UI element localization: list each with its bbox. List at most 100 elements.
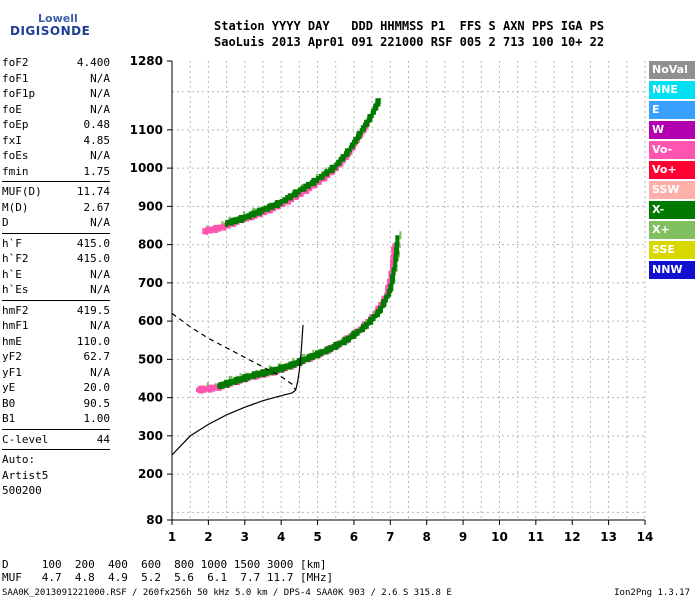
x-tick-label: 5: [313, 530, 321, 544]
profile-curves: [171, 312, 304, 456]
trace-point: [327, 345, 333, 353]
y-tick-label: 700: [138, 276, 163, 290]
param-name: foEp: [2, 118, 29, 131]
trace-point: [392, 243, 396, 251]
param-row: D N/A: [2, 215, 110, 231]
trace-point: [296, 358, 302, 367]
trace-point: [280, 199, 286, 207]
trace-point: [314, 178, 318, 184]
trace-point: [305, 181, 311, 189]
trace-point: [206, 382, 209, 390]
param-row: hmE 110.0: [2, 334, 110, 350]
param-name: yE: [2, 381, 16, 394]
legend-item: W: [649, 121, 695, 139]
trace-point: [389, 274, 395, 283]
trace-point: [241, 215, 245, 221]
trace-point: [351, 330, 357, 339]
param-name: foF1: [2, 71, 29, 85]
artist-label: Artist5: [2, 468, 49, 482]
divider: [2, 232, 110, 234]
trace-point: [198, 385, 204, 394]
param-row: h`E N/A: [2, 267, 110, 283]
trace-point: [332, 165, 336, 171]
param-value: 1.75: [83, 164, 111, 178]
param-row: foEp 0.48: [2, 117, 110, 133]
trace-point: [329, 164, 335, 173]
param-value: 62.7: [83, 350, 111, 363]
y-tick-label: 500: [138, 352, 163, 366]
param-row: MUF(D) 11.74: [2, 184, 110, 200]
trace-point: [224, 379, 230, 388]
chart-axes: 1 2 3 4 5 6 7 8 9 10 11 12 13 14802003004005006007008…: [130, 54, 654, 544]
trace-point: [209, 385, 215, 391]
param-value: N/A: [90, 149, 110, 162]
y-tick-label: 1280: [130, 54, 163, 68]
echo-traces: [195, 97, 402, 394]
electron-density-profile: [171, 324, 304, 456]
trace-point: [213, 224, 219, 233]
parameter-panel: foF2 4.400 foF1 N/A foF1p N/A foE N/A foEp 0.48 fx…: [2, 55, 110, 499]
param-value: 0.48: [83, 118, 111, 131]
legend-item: E: [649, 101, 695, 119]
param-name: h`F2: [2, 252, 29, 265]
x-tick-label: 10: [491, 530, 508, 544]
trace-point: [386, 280, 391, 288]
trace-point: [391, 267, 397, 272]
y-tick-label: 900: [138, 199, 163, 213]
trace-point: [245, 213, 251, 220]
trace-point: [345, 335, 351, 343]
param-row: foF1 N/A: [2, 71, 110, 87]
polarization-legend: NoVal NNE E W Vo- Vo+ SSW X- X+ SSE NNW: [649, 61, 695, 281]
legend-item: NoVal: [649, 61, 695, 79]
trace-point: [300, 185, 306, 192]
auto-label: Auto:: [2, 453, 36, 466]
param-row: foF2 4.400: [2, 55, 110, 71]
trace-point: [338, 341, 344, 346]
x-tick-label: 14: [637, 530, 654, 544]
trace-point: [277, 200, 281, 206]
parameter-group-muf: MUF(D) 11.74 M(D) 2.67 D N/A: [2, 184, 110, 231]
param-name: h`F: [2, 236, 22, 250]
trace-point: [259, 208, 263, 214]
trace-point: [284, 364, 290, 369]
param-value: 1.00: [83, 412, 111, 425]
trace-point: [293, 189, 299, 198]
param-row: yF2 62.7: [2, 349, 110, 365]
trace-point: [393, 280, 396, 285]
trace-point: [229, 380, 235, 385]
legend-item: Vo-: [649, 141, 695, 159]
param-row: foEs N/A: [2, 148, 110, 164]
trace-point: [388, 283, 394, 291]
trace-point: [282, 197, 288, 204]
param-name: MUF(D): [2, 185, 42, 198]
trace-point: [302, 357, 308, 362]
header-labels: Station YYYY DAY DDD HHMMSS P1 FFS S AXN…: [214, 19, 605, 33]
distance-row: D 100 200 400 600 800 1000 1500 3000 [km…: [2, 558, 327, 571]
muf-row: MUF 4.7 4.8 4.9 5.2 5.6 6.1 7.7 11.7 [MH…: [2, 571, 334, 584]
x-tick-label: 9: [459, 530, 467, 544]
param-value: 4.85: [83, 133, 111, 147]
param-row: hmF1 N/A: [2, 318, 110, 334]
trace-point: [394, 242, 399, 250]
divider: [2, 181, 110, 182]
legend-item: X+: [649, 221, 695, 239]
trace-point: [260, 369, 266, 378]
trace-point: [315, 350, 321, 359]
y-tick-label: 1000: [130, 161, 163, 175]
trace-point: [207, 226, 213, 234]
trace-point: [393, 258, 398, 267]
trace-point: [251, 210, 257, 218]
topside-profile-dashed: [171, 312, 297, 391]
y-tick-label: 400: [138, 391, 163, 405]
trace-point: [233, 217, 239, 225]
param-name: fmin: [2, 164, 29, 178]
trace-point: [291, 360, 297, 368]
x-tick-label: 8: [423, 530, 431, 544]
param-row: yE 20.0: [2, 380, 110, 396]
divider: [2, 449, 110, 450]
trace-point: [256, 207, 262, 216]
param-row: yF1 N/A: [2, 365, 110, 381]
trace-point: [356, 328, 362, 333]
trace-point: [391, 268, 396, 276]
trace-point: [304, 185, 310, 194]
